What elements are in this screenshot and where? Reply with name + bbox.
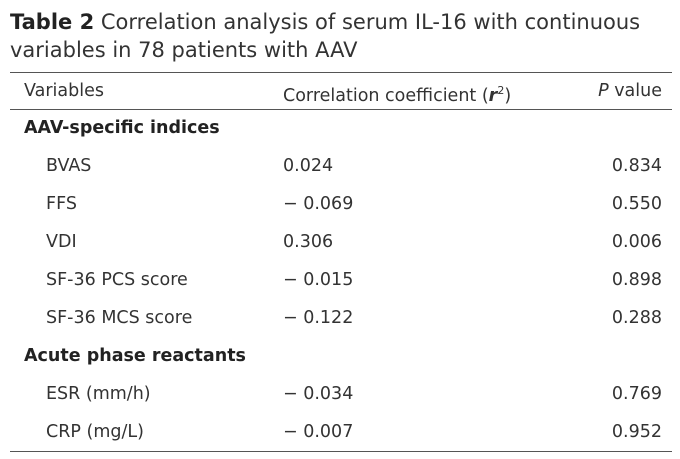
row-p-value: 0.006 — [611, 232, 662, 252]
header-corr-r: r — [488, 85, 498, 106]
bottom-rule — [10, 451, 672, 452]
header-p-rest: value — [608, 81, 662, 101]
row-variable: CRP (mg/L) — [46, 422, 144, 442]
header-correlation: Correlation coefficient (r2) — [283, 80, 511, 107]
row-correlation: − 0.069 — [283, 194, 354, 214]
row-p-value: 0.288 — [611, 308, 662, 328]
header-corr-sup: 2 — [497, 84, 505, 97]
row-correlation: 0.024 — [283, 156, 334, 176]
row-p-value: 0.769 — [611, 384, 662, 404]
row-p-value: 0.550 — [611, 194, 662, 214]
row-p-value: 0.834 — [611, 156, 662, 176]
row-correlation: − 0.007 — [283, 422, 354, 442]
row-variable: VDI — [46, 232, 77, 252]
header-p-italic: P — [598, 81, 609, 101]
section-title: Acute phase reactants — [24, 346, 246, 366]
header-corr-prefix: Correlation coefficient ( — [283, 85, 489, 106]
row-variable: BVAS — [46, 156, 92, 176]
row-p-value: 0.952 — [611, 422, 662, 442]
row-correlation: − 0.122 — [283, 308, 354, 328]
header-corr-suffix: ) — [504, 85, 512, 106]
section-title: AAV-specific indices — [24, 118, 220, 138]
caption-label: Table 2 — [10, 10, 95, 34]
header-rule — [10, 109, 672, 110]
row-correlation: 0.306 — [283, 232, 334, 252]
row-variable: ESR (mm/h) — [46, 384, 151, 404]
row-correlation: − 0.015 — [283, 270, 354, 290]
row-variable: SF-36 PCS score — [46, 270, 188, 290]
row-correlation: − 0.034 — [283, 384, 354, 404]
row-variable: FFS — [46, 194, 77, 214]
table-caption: Table 2 Correlation analysis of serum IL… — [10, 8, 670, 64]
caption-text: Correlation analysis of serum IL-16 with… — [10, 10, 641, 62]
header-p-value: P value — [598, 80, 662, 102]
row-variable: SF-36 MCS score — [46, 308, 193, 328]
top-rule — [10, 72, 672, 73]
header-variables: Variables — [24, 81, 104, 101]
row-p-value: 0.898 — [611, 270, 662, 290]
